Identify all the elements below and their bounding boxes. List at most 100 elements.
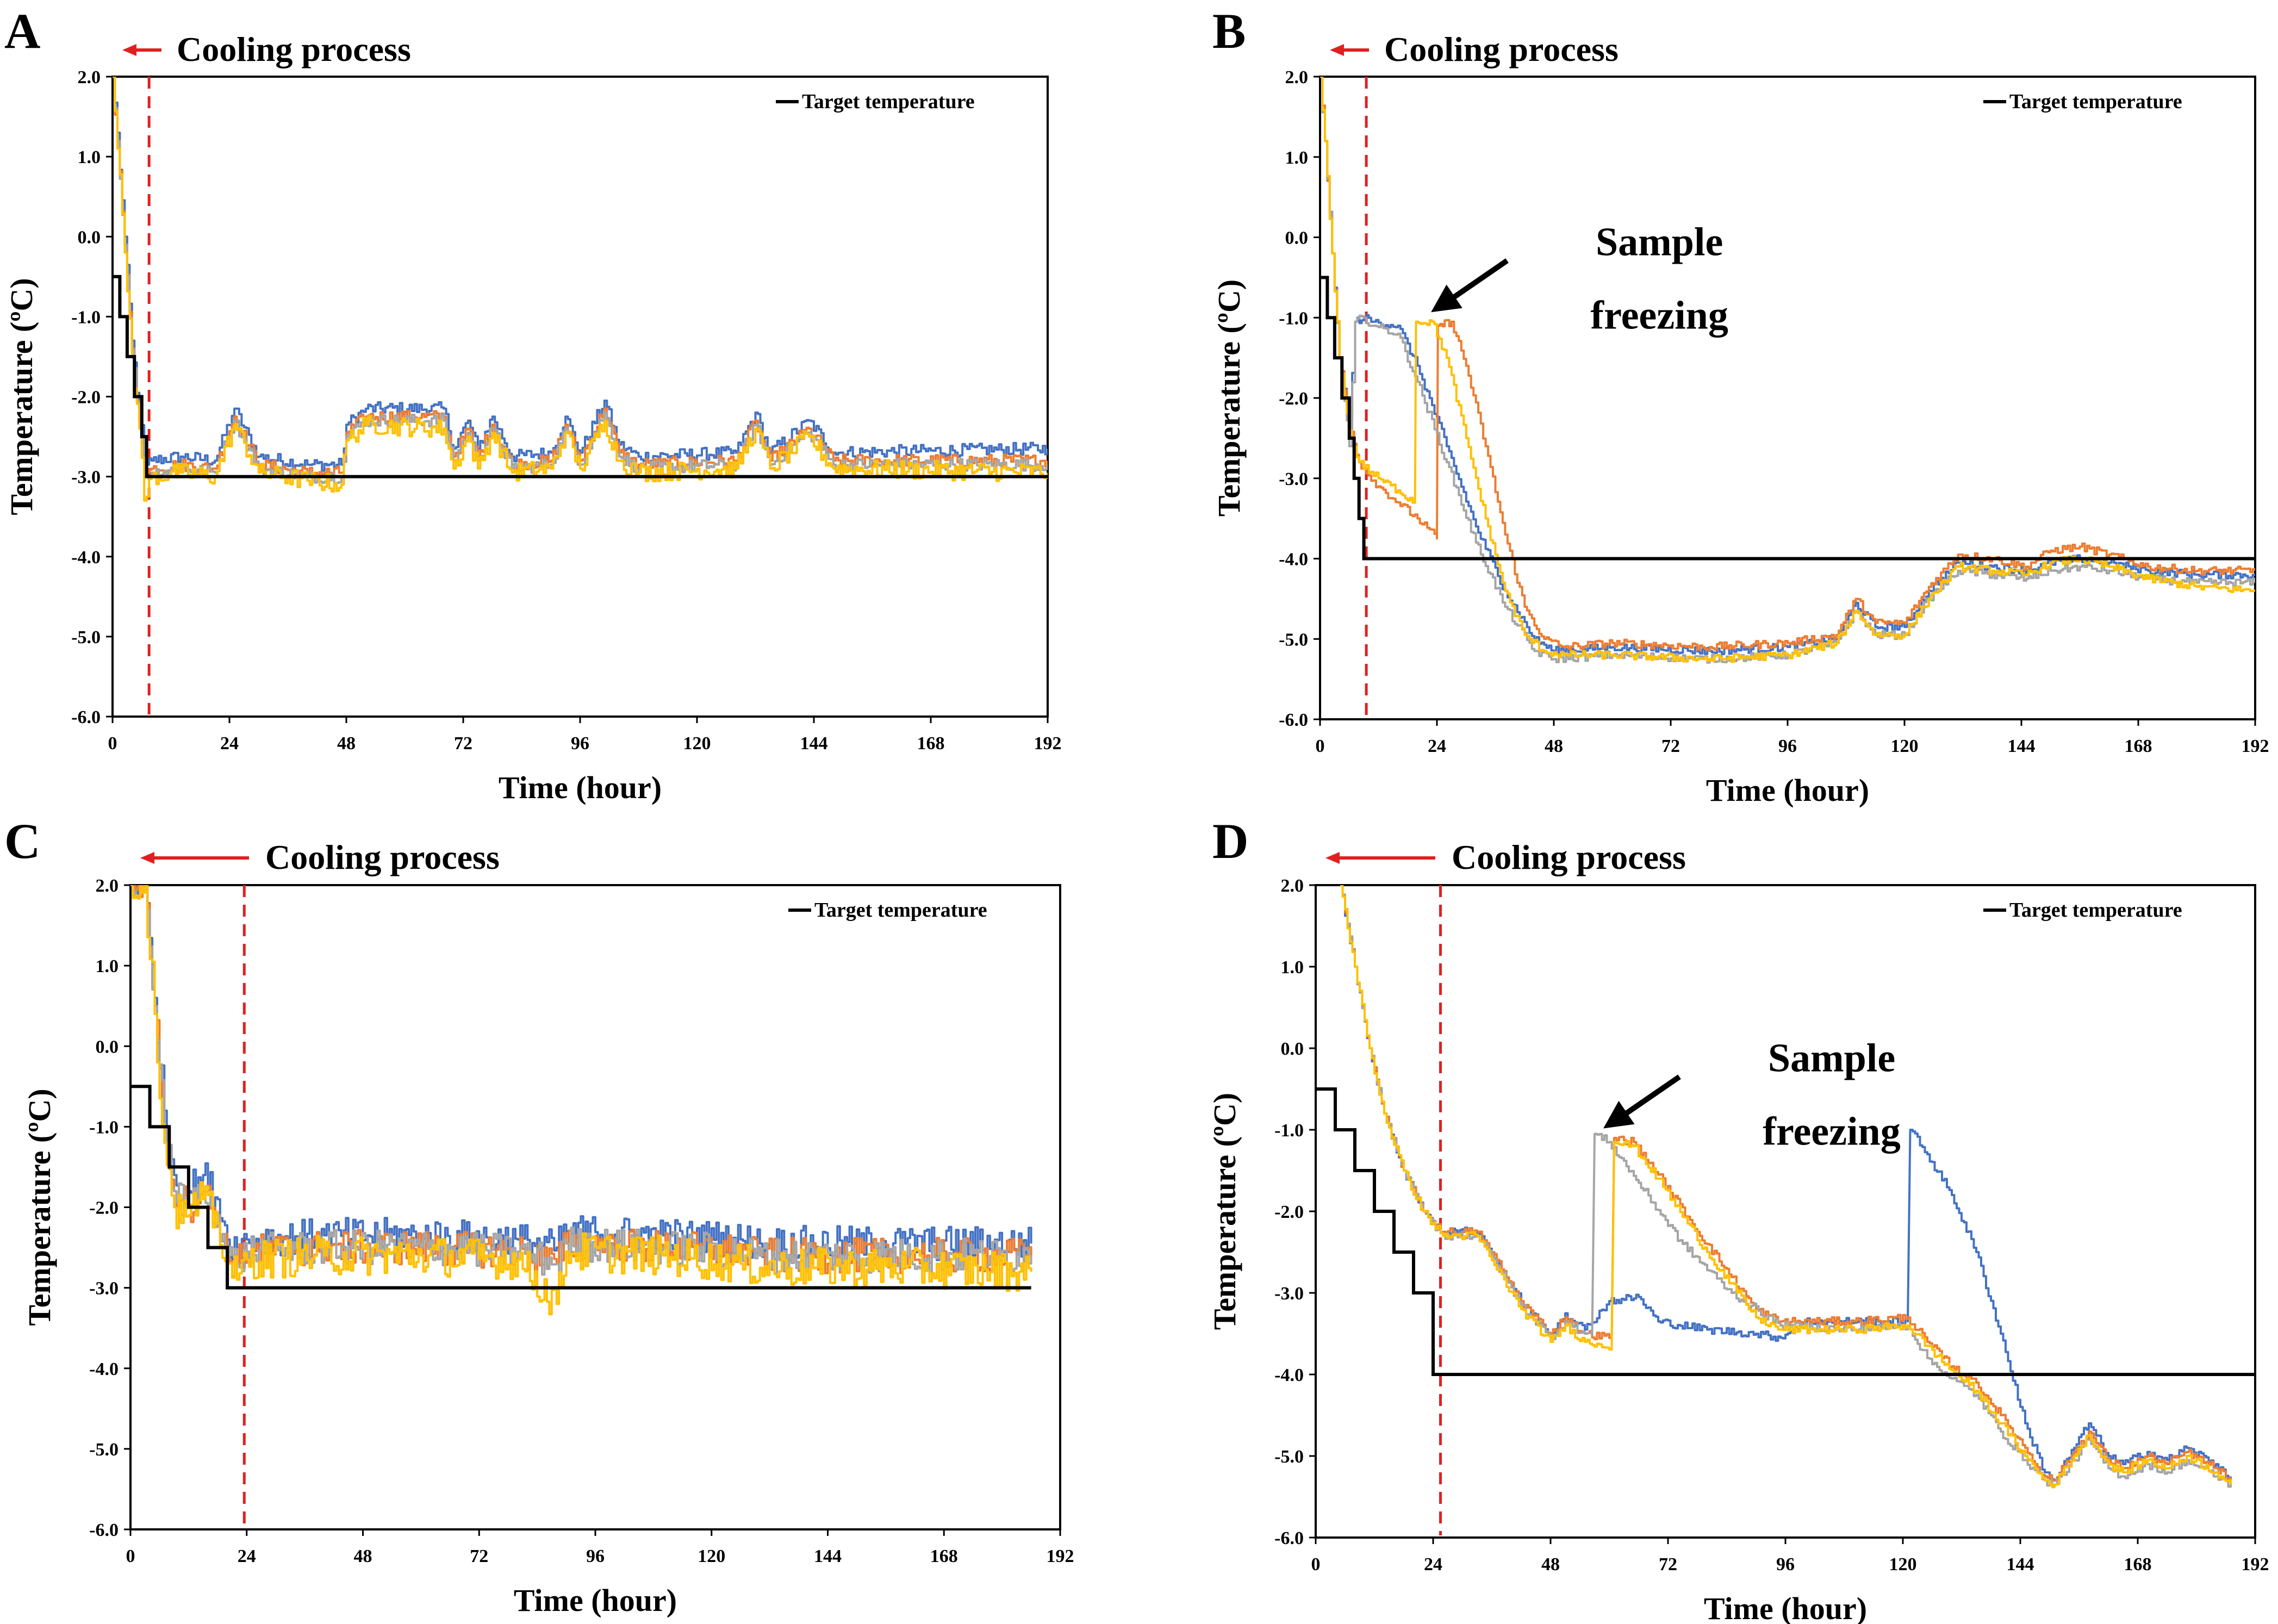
y-tick-label: -6.0 <box>1274 1528 1304 1548</box>
x-tick-label: 72 <box>470 1546 488 1566</box>
series-line-sample-1 <box>113 77 1048 472</box>
plot-frame <box>111 76 1049 718</box>
x-tick-label: 0 <box>126 1546 135 1566</box>
y-tick-label: -1.0 <box>1274 1121 1304 1141</box>
chart-panel-d: D 2.0 1.0 0.0 -1.0 -2.0 -3.0 -4.0 -5.0 -6.0 0 24 48 7… <box>1207 813 2269 1624</box>
panel-letter: A <box>4 3 40 59</box>
y-tick-label: -3.0 <box>1274 1284 1304 1304</box>
x-tick-label: 96 <box>586 1546 605 1566</box>
y-tick-label: 0.0 <box>78 227 101 247</box>
y-tick-label: -5.0 <box>1274 1447 1304 1467</box>
y-tick-label: -6.0 <box>89 1520 119 1540</box>
series-line-sample-1 <box>130 885 1032 1265</box>
x-tick-label: 120 <box>683 733 711 754</box>
y-tick-label: -6.0 <box>1279 710 1308 730</box>
x-tick-label: 168 <box>917 733 945 754</box>
y-tick-label: -5.0 <box>1279 630 1308 650</box>
series-line-sample-3 <box>1320 77 2255 664</box>
legend-label: Target temperature <box>2009 90 2182 113</box>
x-tick-label: 0 <box>108 733 117 754</box>
annotation-label: Sample freezing <box>1590 220 1728 338</box>
y-axis-title: Temperature (ºC) <box>1207 1093 1242 1330</box>
y-tick-label: -1.0 <box>71 307 101 327</box>
legend-label: Target temperature <box>814 899 987 922</box>
y-tick-label: 1.0 <box>78 147 101 167</box>
y-tick-label: 1.0 <box>96 956 119 976</box>
series-line-sample-4 <box>130 885 1032 1316</box>
series-line-sample-3 <box>113 77 1048 484</box>
x-tick-label: 24 <box>220 733 239 754</box>
legend-label: Target temperature <box>2009 899 2182 922</box>
y-tick-label: -2.0 <box>1279 389 1308 409</box>
y-axis-title: Temperature (ºC) <box>1211 279 1247 517</box>
cooling-arrow-head <box>1325 852 1340 864</box>
y-tick-label: -2.0 <box>89 1198 119 1218</box>
target-temperature-line <box>130 1085 1031 1290</box>
y-tick-label: -5.0 <box>89 1440 119 1460</box>
panel-letter: C <box>4 813 40 869</box>
x-tick-label: 192 <box>1047 1546 1074 1566</box>
plot-frame <box>1315 884 2256 1539</box>
panel-letter: B <box>1212 3 1246 59</box>
cooling-arrow-head <box>122 44 136 56</box>
y-tick-label: -1.0 <box>1279 308 1308 328</box>
y-tick-label: 0.0 <box>1281 1039 1304 1059</box>
cooling-process-label: Cooling process <box>1384 30 1619 69</box>
y-tick-label: 2.0 <box>1285 67 1309 88</box>
series-line-sample-4 <box>113 77 1048 502</box>
x-tick-label: 144 <box>2008 736 2036 756</box>
annotation-arrow-head <box>1603 1100 1635 1129</box>
y-axis-title: Temperature (ºC) <box>4 278 39 515</box>
y-tick-label: -3.0 <box>71 468 101 488</box>
cooling-process-label: Cooling process <box>177 30 411 69</box>
y-tick-label: 1.0 <box>1285 148 1309 168</box>
x-tick-label: 96 <box>1776 1554 1795 1575</box>
y-tick-label: -3.0 <box>1279 469 1308 489</box>
series-line-sample-1 <box>1340 885 2232 1482</box>
y-tick-label: -2.0 <box>1274 1202 1304 1222</box>
x-axis-title: Time (hour) <box>499 770 662 805</box>
y-axis-title: Temperature (ºC) <box>22 1088 57 1326</box>
target-temperature-line <box>1320 276 2255 561</box>
x-axis-title: Time (hour) <box>1704 1591 1867 1624</box>
cooling-process-label: Cooling process <box>265 838 500 876</box>
legend-label: Target temperature <box>802 90 975 113</box>
series-line-sample-2 <box>1320 77 2255 651</box>
series-line-sample-2 <box>1340 885 2232 1482</box>
y-tick-label: -2.0 <box>71 388 101 408</box>
cooling-arrow-head <box>1330 44 1344 56</box>
x-tick-label: 48 <box>337 733 356 754</box>
y-tick-label: -3.0 <box>89 1279 119 1299</box>
x-tick-label: 168 <box>2125 736 2152 756</box>
cooling-process-label: Cooling process <box>1452 838 1686 876</box>
x-tick-label: 24 <box>238 1546 256 1566</box>
chart-panel-b: B 2.0 1.0 0.0 -1.0 -2.0 -3.0 -4.0 -5.0 -6.0 0 24 48 7… <box>1211 3 2269 808</box>
y-tick-label: 0.0 <box>1285 228 1309 248</box>
y-tick-label: -4.0 <box>1279 550 1308 570</box>
y-tick-label: 1.0 <box>1281 957 1304 978</box>
y-tick-label: 2.0 <box>1281 876 1304 896</box>
x-tick-label: 48 <box>354 1546 372 1566</box>
y-tick-label: -1.0 <box>89 1117 119 1137</box>
plot-frame <box>129 884 1061 1530</box>
annotation-arrow-line <box>1617 1074 1681 1121</box>
x-tick-label: 144 <box>814 1546 842 1566</box>
x-tick-label: 120 <box>1889 1554 1917 1575</box>
x-axis-title: Time (hour) <box>514 1583 677 1618</box>
cooling-arrow-head <box>140 852 154 864</box>
plot-frame <box>1319 76 2256 720</box>
y-tick-label: -4.0 <box>89 1359 119 1379</box>
panel-letter: D <box>1212 813 1248 869</box>
x-tick-label: 192 <box>2242 1554 2269 1575</box>
x-tick-label: 192 <box>2242 736 2269 756</box>
y-tick-label: -4.0 <box>71 547 101 568</box>
x-tick-label: 0 <box>1316 736 1325 756</box>
target-temperature-line <box>1316 1087 2255 1376</box>
x-tick-label: 48 <box>1541 1554 1560 1575</box>
y-tick-label: -5.0 <box>71 627 101 648</box>
x-tick-label: 120 <box>698 1546 725 1566</box>
x-tick-label: 168 <box>930 1546 958 1566</box>
chart-panel-c: C 2.0 1.0 0.0 -1.0 -2.0 -3.0 -4.0 -5.0 -6.0 0 24 48 7… <box>4 813 1074 1618</box>
x-tick-label: 48 <box>1545 736 1563 756</box>
